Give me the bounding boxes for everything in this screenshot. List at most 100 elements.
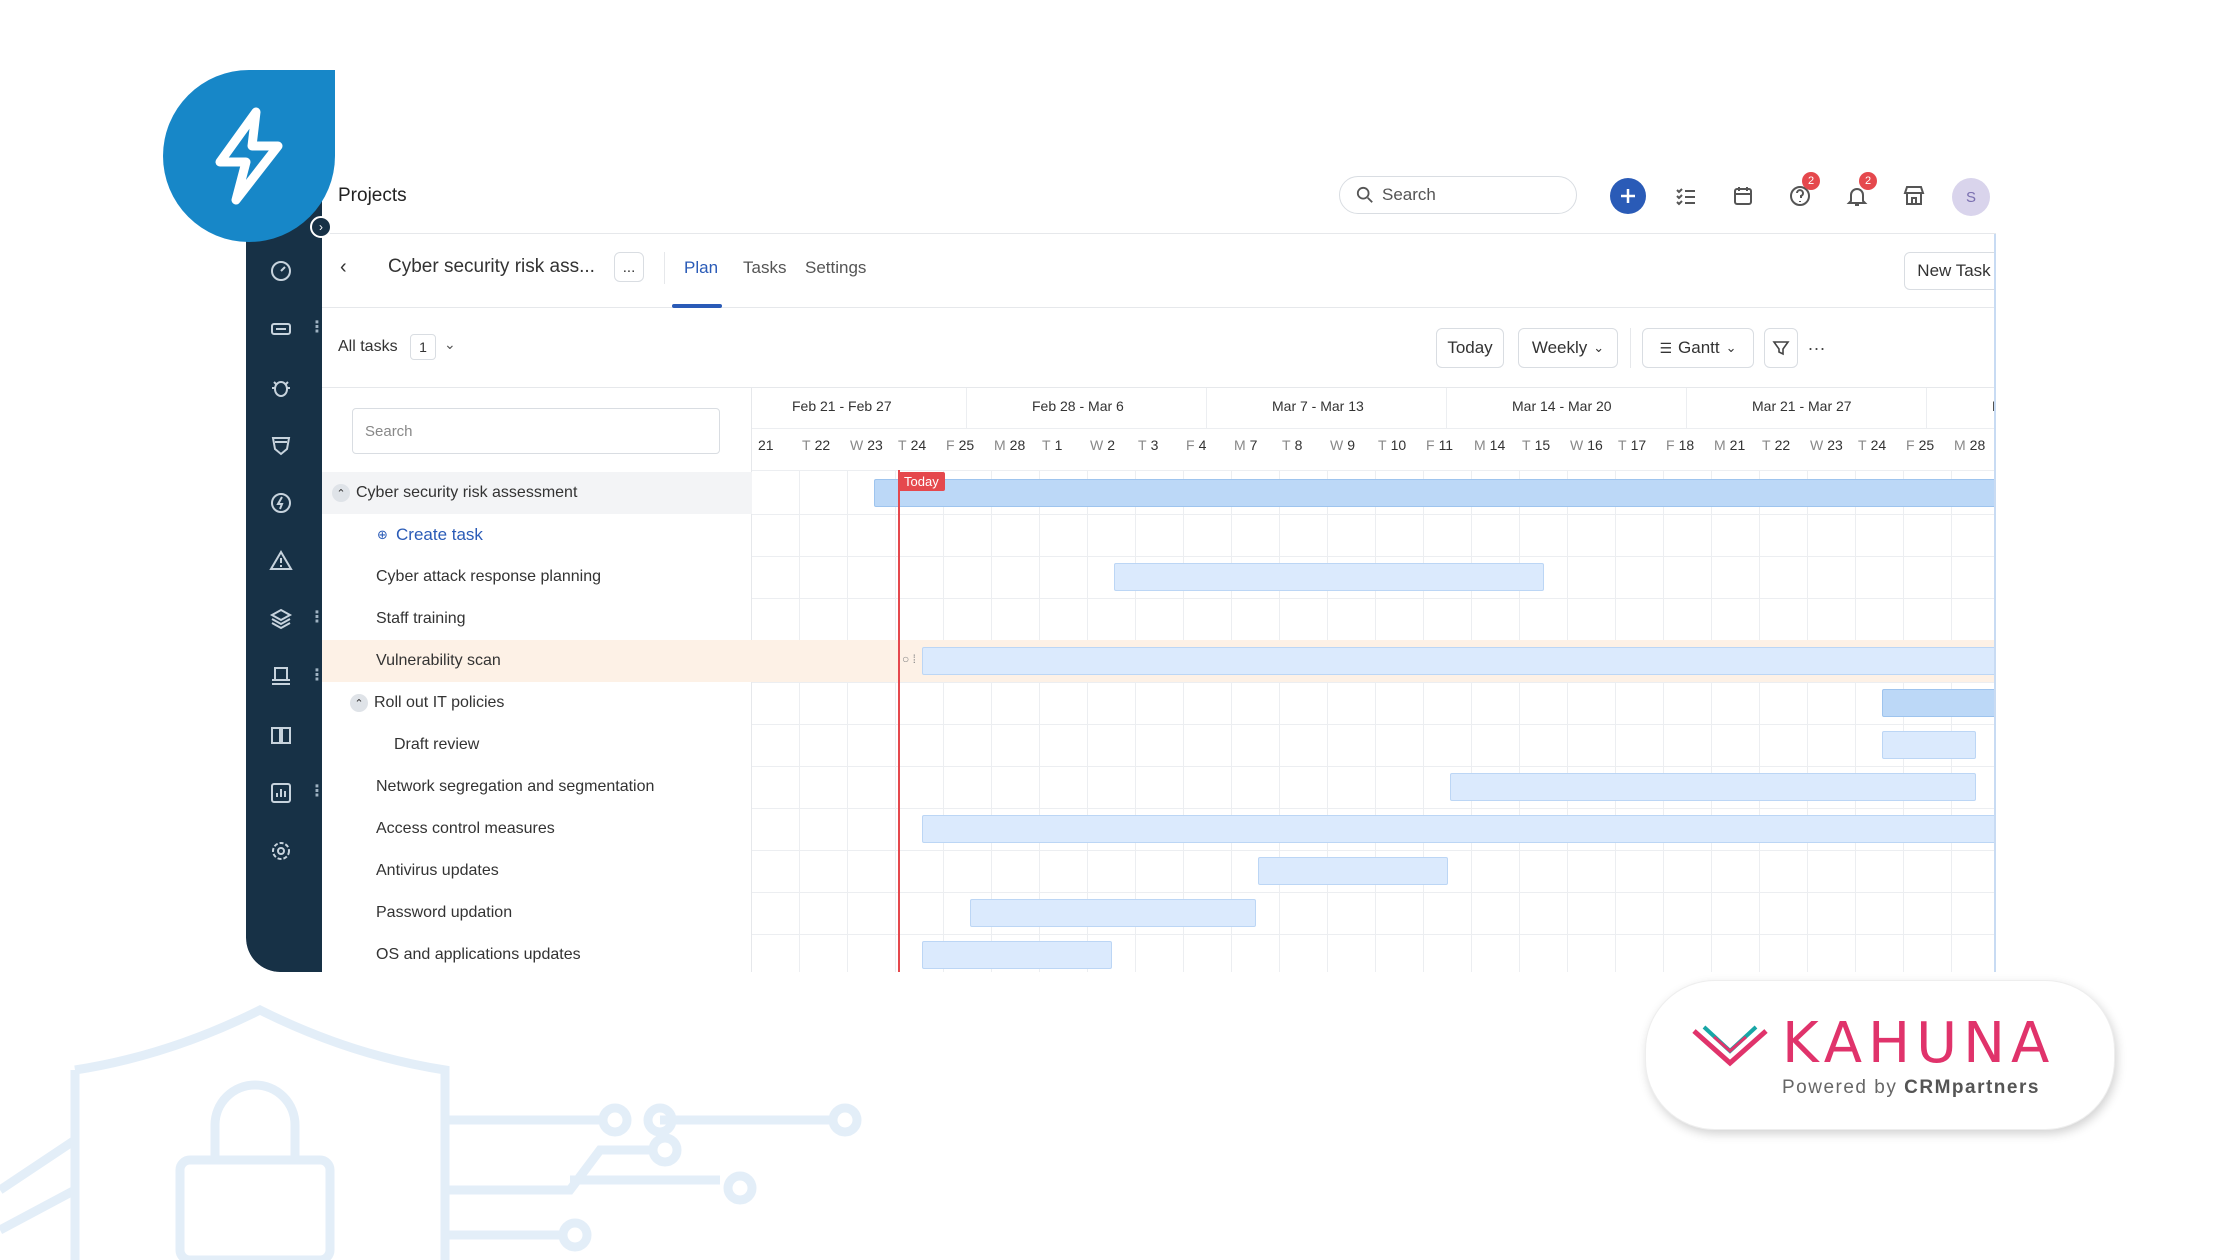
task-bar[interactable]: [1114, 563, 1544, 591]
book-icon[interactable]: [266, 720, 296, 750]
day-header: T 10: [1378, 437, 1406, 453]
task-row[interactable]: OS and applications updates: [322, 934, 752, 972]
weekday-letter: M: [1714, 437, 1726, 453]
task-bar[interactable]: [922, 941, 1112, 969]
shield-icon[interactable]: [266, 430, 296, 460]
grid-column-line: [1183, 470, 1184, 972]
project-more-button[interactable]: ...: [614, 252, 644, 282]
task-bar[interactable]: [922, 815, 1996, 843]
day-header: T 15: [1522, 437, 1550, 453]
grid-column-line: [1231, 470, 1232, 972]
all-tasks-count: 1: [410, 334, 436, 360]
avatar[interactable]: S: [1952, 178, 1990, 216]
task-row[interactable]: Antivirus updates: [322, 850, 752, 892]
week-separator: [1446, 388, 1447, 428]
warning-icon[interactable]: [266, 546, 296, 576]
more-options-button[interactable]: ...: [1808, 334, 1827, 354]
weekday-letter: T: [1042, 437, 1051, 453]
back-chevron-icon[interactable]: ‹: [340, 256, 347, 278]
day-header: W 16: [1570, 437, 1603, 453]
layers-icon[interactable]: [266, 604, 296, 634]
weekday-letter: F: [1906, 437, 1915, 453]
more-dots-icon[interactable]: ⋮: [309, 319, 325, 336]
filter-icon: [1772, 341, 1790, 356]
view-select[interactable]: ☰ Gantt ⌄: [1642, 328, 1754, 368]
checklist-icon[interactable]: [1668, 178, 1704, 214]
grid-column-line: [1279, 470, 1280, 972]
lightning-icon: [215, 107, 283, 205]
new-task-button[interactable]: New Task: [1904, 252, 1996, 290]
more-dots-icon[interactable]: ⋮: [309, 609, 325, 626]
day-number: 10: [1390, 437, 1407, 453]
add-button[interactable]: [1610, 178, 1646, 214]
task-bar[interactable]: [922, 647, 1996, 675]
sidebar-expand-toggle[interactable]: ›: [310, 216, 332, 238]
bug-icon[interactable]: [266, 372, 296, 402]
global-search-input[interactable]: Search: [1339, 176, 1577, 214]
task-row[interactable]: Cyber attack response planning: [322, 556, 752, 598]
task-bar[interactable]: [1882, 731, 1976, 759]
weekday-letter: M: [1474, 437, 1486, 453]
plus-circle-icon: ⊕: [377, 527, 388, 542]
settings-gear-icon[interactable]: [266, 836, 296, 866]
today-button[interactable]: Today: [1436, 328, 1504, 368]
day-header: M 14: [1474, 437, 1505, 453]
tab-plan[interactable]: Plan: [684, 258, 719, 277]
task-row[interactable]: Access control measures: [322, 808, 752, 850]
task-name: Draft review: [394, 736, 480, 753]
task-bar[interactable]: [970, 899, 1256, 927]
task-group-row[interactable]: ⌃ Roll out IT policies: [322, 682, 752, 724]
group-bar[interactable]: [874, 479, 1996, 507]
create-task-row[interactable]: ⊕ Create task: [322, 514, 752, 556]
task-row[interactable]: Password updation: [322, 892, 752, 934]
view-label: Gantt: [1678, 338, 1720, 357]
range-select[interactable]: Weekly ⌄: [1518, 328, 1618, 368]
weekday-letter: M: [994, 437, 1006, 453]
grid-row-line: [752, 598, 1996, 599]
store-icon[interactable]: [1896, 178, 1932, 214]
grid-row-line: [752, 556, 1996, 557]
task-search-input[interactable]: Search: [352, 408, 720, 454]
filter-button[interactable]: [1764, 328, 1798, 368]
task-row[interactable]: Draft review: [322, 724, 752, 766]
chevron-down-icon[interactable]: ⌄: [444, 336, 456, 352]
assets-icon[interactable]: [266, 662, 296, 692]
dashboard-icon[interactable]: [266, 256, 296, 286]
task-bar[interactable]: [1450, 773, 1976, 801]
day-header: F 25: [946, 437, 974, 453]
day-number: 25: [958, 437, 975, 453]
reports-icon[interactable]: [266, 778, 296, 808]
tickets-icon[interactable]: [266, 314, 296, 344]
help-badge: 2: [1802, 172, 1820, 190]
tab-settings[interactable]: Settings: [805, 258, 867, 277]
day-number: 1: [1054, 437, 1063, 453]
task-row[interactable]: Network segregation and segmentation: [322, 766, 752, 808]
day-number: 15: [1534, 437, 1551, 453]
day-header: T 17: [1618, 437, 1646, 453]
group-bar[interactable]: [1882, 689, 1996, 717]
day-header: F 25: [1906, 437, 1934, 453]
drag-handle-icon[interactable]: ○ ⁞: [902, 652, 916, 666]
task-row[interactable]: Vulnerability scan: [322, 640, 752, 682]
tab-tasks[interactable]: Tasks: [743, 258, 787, 277]
all-tasks-label[interactable]: All tasks: [338, 338, 398, 355]
day-number: 11: [1438, 437, 1454, 453]
collapse-chevron-icon[interactable]: ⌃: [332, 484, 350, 502]
weekday-letter: W: [1570, 437, 1584, 453]
change-icon[interactable]: [266, 488, 296, 518]
task-group-row[interactable]: ⌃ Cyber security risk assessment: [322, 472, 752, 514]
task-row[interactable]: Staff training: [322, 598, 752, 640]
help-icon[interactable]: 2: [1782, 172, 1820, 214]
bell-icon[interactable]: 2: [1839, 172, 1877, 214]
task-bar[interactable]: [1258, 857, 1448, 885]
collapse-chevron-icon[interactable]: ⌃: [350, 694, 368, 712]
task-name: Network segregation and segmentation: [376, 778, 655, 795]
more-dots-icon[interactable]: ⋮: [309, 667, 325, 684]
weekday-letter: W: [1330, 437, 1344, 453]
more-dots-icon[interactable]: ⋮: [309, 783, 325, 800]
day-number: 4: [1198, 437, 1207, 453]
calendar-icon[interactable]: [1725, 178, 1761, 214]
